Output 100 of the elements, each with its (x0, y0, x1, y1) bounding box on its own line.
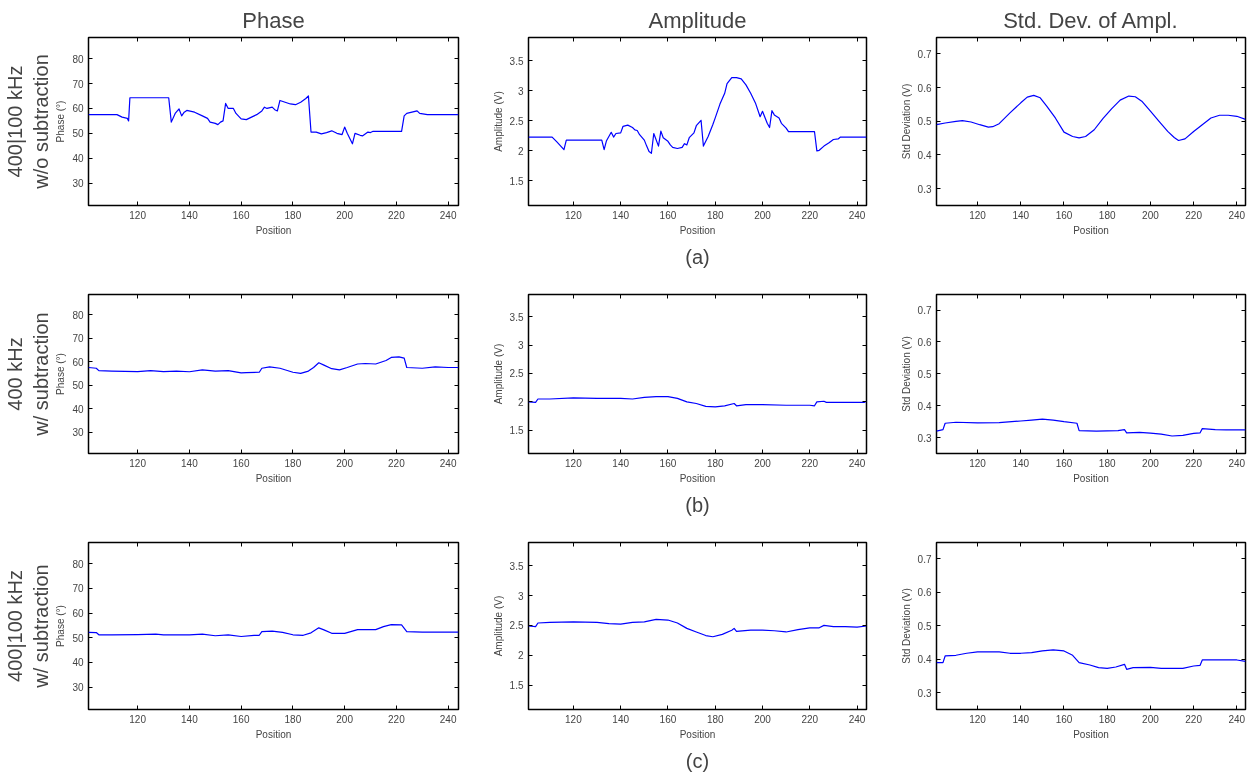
y-tick-label: 50 (72, 128, 84, 140)
y-tick-label: 1.5 (509, 175, 524, 187)
x-tick-label: 160 (1055, 457, 1073, 469)
y-tick-label: 2.5 (509, 115, 524, 127)
x-tick-label: 160 (659, 457, 677, 469)
text: (c) (685, 749, 710, 772)
y-tick-label: 80 (72, 309, 84, 321)
y-axis-title: Std Deviation (V) (900, 588, 912, 664)
x-tick-label: 220 (1185, 457, 1203, 469)
y-tick-label: 0.6 (917, 336, 932, 348)
y-tick-label: 70 (72, 333, 84, 345)
y-tick-label: 0.4 (917, 400, 932, 412)
y-tick-label: 0.5 (917, 620, 932, 632)
chart-title: Amplitude (648, 7, 747, 33)
x-tick-label: 120 (565, 457, 583, 469)
x-tick-label: 180 (706, 457, 725, 469)
x-tick-label: 240 (1228, 457, 1246, 469)
x-tick-label: 160 (1055, 209, 1073, 221)
x-tick-label: 160 (232, 457, 250, 469)
x-tick-label: 180 (1098, 713, 1116, 725)
x-tick-label: 200 (1142, 457, 1160, 469)
y-tick-label: 50 (72, 632, 84, 644)
x-axis-title: Position (255, 224, 292, 236)
x-tick-label: 240 (848, 457, 866, 469)
x-tick-label: 200 (754, 713, 772, 725)
y-tick-label: 60 (72, 356, 84, 368)
x-tick-label: 200 (1142, 713, 1160, 725)
y-axis-title: Amplitude (V) (492, 91, 504, 152)
y-tick-label: 0.4 (917, 150, 932, 161)
y-tick-label: 70 (72, 583, 84, 595)
x-axis-title: Position (679, 472, 716, 484)
x-axis-title: Position (1073, 472, 1109, 484)
x-tick-label: 220 (388, 713, 406, 725)
x-tick-label: 180 (1098, 457, 1116, 469)
x-tick-label: 120 (969, 713, 987, 725)
y-axis-title: Amplitude (V) (492, 343, 504, 405)
y-axis-title: Amplitude (V) (492, 595, 504, 657)
x-tick-label: 240 (439, 713, 457, 725)
text: (b) (685, 493, 710, 516)
y-tick-label: 40 (72, 657, 84, 669)
x-tick-label: 120 (565, 713, 583, 725)
chart-title: Std. Dev. of Ampl. (1003, 7, 1178, 33)
y-tick-label: 30 (72, 682, 84, 694)
x-tick-label: 200 (754, 209, 772, 221)
x-tick-label: 140 (612, 457, 630, 469)
x-tick-label: 140 (181, 209, 199, 221)
x-tick-label: 220 (388, 457, 406, 469)
y-tick-label: 1.5 (509, 680, 524, 692)
x-axis-title: Position (1073, 728, 1109, 740)
x-tick-label: 140 (181, 713, 199, 725)
y-tick-label: 3 (517, 340, 524, 352)
text: (a) (685, 245, 710, 268)
y-tick-label: 3.5 (509, 55, 524, 67)
x-axis-title: Position (255, 472, 292, 484)
text: 400 kHz (3, 337, 26, 411)
x-tick-label: 180 (1098, 209, 1116, 221)
y-tick-label: 40 (72, 153, 84, 165)
y-axis-title: Std Deviation (V) (900, 83, 912, 160)
y-tick-label: 40 (72, 403, 84, 415)
x-tick-label: 140 (181, 457, 199, 469)
y-tick-label: 60 (72, 103, 84, 115)
x-tick-label: 200 (336, 457, 354, 469)
x-tick-label: 180 (706, 713, 725, 725)
x-tick-label: 120 (129, 209, 147, 221)
y-tick-label: 2 (517, 145, 524, 157)
x-axis-title: Position (679, 728, 716, 740)
x-tick-label: 200 (336, 209, 354, 221)
y-axis-title: Phase (°) (55, 100, 67, 143)
y-tick-label: 2.5 (509, 368, 524, 380)
y-tick-label: 2 (517, 396, 524, 408)
x-tick-label: 180 (284, 713, 302, 725)
x-tick-label: 240 (1228, 209, 1246, 221)
x-tick-label: 200 (336, 713, 354, 725)
x-tick-label: 240 (439, 457, 457, 469)
x-tick-label: 140 (1012, 713, 1030, 725)
x-tick-label: 120 (969, 457, 987, 469)
x-tick-label: 120 (129, 457, 147, 469)
y-tick-label: 3.5 (509, 311, 524, 323)
y-tick-label: 0.3 (917, 183, 932, 195)
y-tick-label: 3 (517, 85, 524, 97)
x-tick-label: 200 (1142, 209, 1160, 221)
x-tick-label: 120 (969, 209, 987, 221)
x-tick-label: 180 (284, 209, 302, 221)
y-tick-label: 80 (72, 53, 84, 65)
x-axis-title: Position (679, 224, 716, 236)
x-tick-label: 160 (659, 209, 677, 221)
x-tick-label: 160 (1055, 713, 1073, 725)
x-tick-label: 220 (1185, 713, 1203, 725)
x-tick-label: 160 (659, 713, 677, 725)
y-tick-label: 0.4 (917, 654, 932, 666)
y-tick-label: 0.3 (917, 432, 932, 444)
x-tick-label: 220 (801, 209, 819, 221)
y-tick-label: 2.5 (509, 620, 524, 632)
y-tick-label: 70 (72, 78, 84, 90)
y-tick-label: 0.7 (917, 49, 932, 60)
x-tick-label: 220 (801, 457, 819, 469)
x-tick-label: 140 (1012, 209, 1030, 221)
y-tick-label: 80 (72, 558, 84, 570)
y-tick-label: 0.3 (917, 687, 932, 699)
x-tick-label: 200 (754, 457, 772, 469)
